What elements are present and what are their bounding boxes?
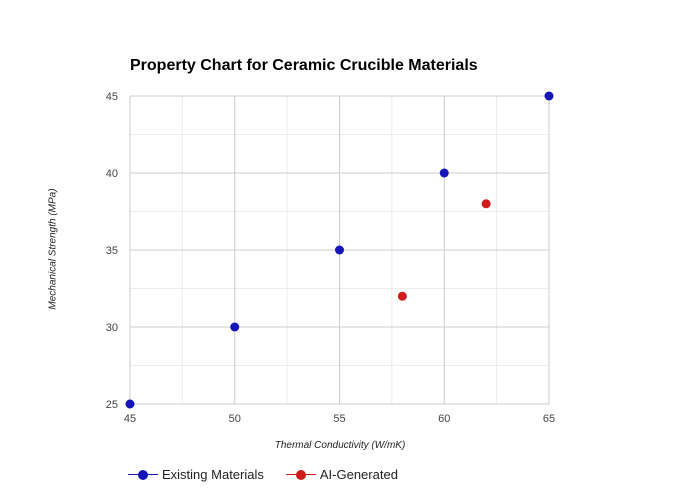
tick-labels: 45 50 55 60 65 25 30 35 40 45 (106, 91, 555, 425)
y-tick-label: 35 (106, 245, 118, 257)
x-tick-label: 55 (333, 413, 345, 425)
legend-label-ai-generated: AI-Generated (319, 467, 398, 482)
x-axis-label: Thermal Conductivity (W/mK) (274, 440, 406, 451)
legend-marker-ai-generated (285, 469, 316, 481)
data-point-existing[interactable] (439, 168, 449, 178)
x-tick-label: 65 (543, 413, 555, 425)
y-tick-label: 45 (106, 91, 118, 103)
x-tick-label: 60 (438, 413, 450, 425)
data-point-ai-generated[interactable] (397, 291, 407, 301)
data-point-existing[interactable] (125, 399, 135, 409)
data-point-ai-generated[interactable] (481, 199, 491, 209)
x-tick-label: 50 (229, 413, 241, 425)
data-point-existing[interactable] (230, 322, 240, 332)
legend-label-existing: Existing Materials (162, 467, 264, 482)
legend-item-ai-generated[interactable]: AI-Generated (285, 467, 398, 482)
legend-item-existing[interactable]: Existing Materials (128, 467, 264, 482)
chart-title: Property Chart for Ceramic Crucible Mate… (130, 57, 478, 74)
y-tick-label: 25 (106, 399, 118, 411)
major-gridlines (129, 95, 550, 405)
legend-marker-existing (128, 469, 158, 481)
data-point-existing[interactable] (335, 245, 344, 255)
x-tick-label: 45 (124, 413, 136, 425)
legend: Existing Materials AI-Generated (128, 467, 420, 482)
data-point-existing[interactable] (544, 91, 554, 101)
y-tick-label: 40 (106, 168, 118, 180)
data-points (125, 91, 554, 409)
y-tick-label: 30 (106, 322, 118, 334)
y-axis-label: Mechanical Strength (MPa) (47, 188, 59, 310)
